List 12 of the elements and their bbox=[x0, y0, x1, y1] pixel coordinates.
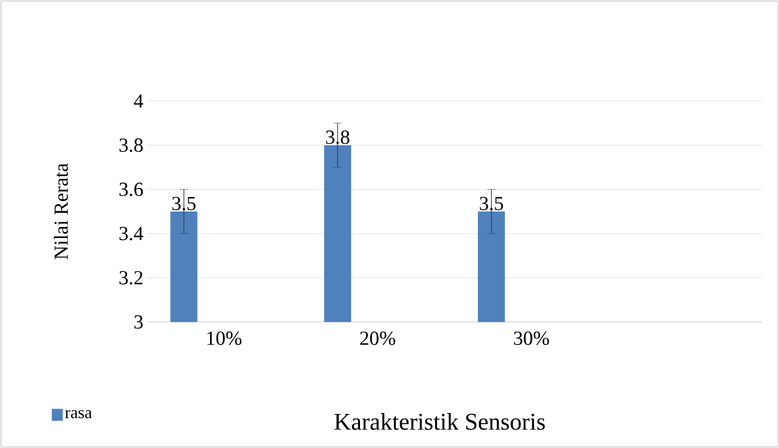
y-axis-title: Nilai Rerata bbox=[54, 163, 68, 260]
y-tick-label: 3.6 bbox=[120, 182, 143, 196]
x-tick-label: 20% bbox=[360, 332, 396, 346]
y-tick-label: 3.8 bbox=[120, 138, 143, 152]
x-axis-title: Karakteristik Sensoris bbox=[334, 413, 545, 430]
y-tick-label: 3.4 bbox=[120, 226, 144, 240]
legend-label: rasa bbox=[65, 410, 92, 418]
y-tick-label: 3.2 bbox=[120, 271, 142, 285]
y-tick-label: 4 bbox=[134, 94, 144, 108]
y-tick-label: 3 bbox=[134, 315, 143, 329]
x-tick-label: 10% bbox=[207, 332, 242, 346]
x-tick-label: 30% bbox=[514, 332, 549, 346]
